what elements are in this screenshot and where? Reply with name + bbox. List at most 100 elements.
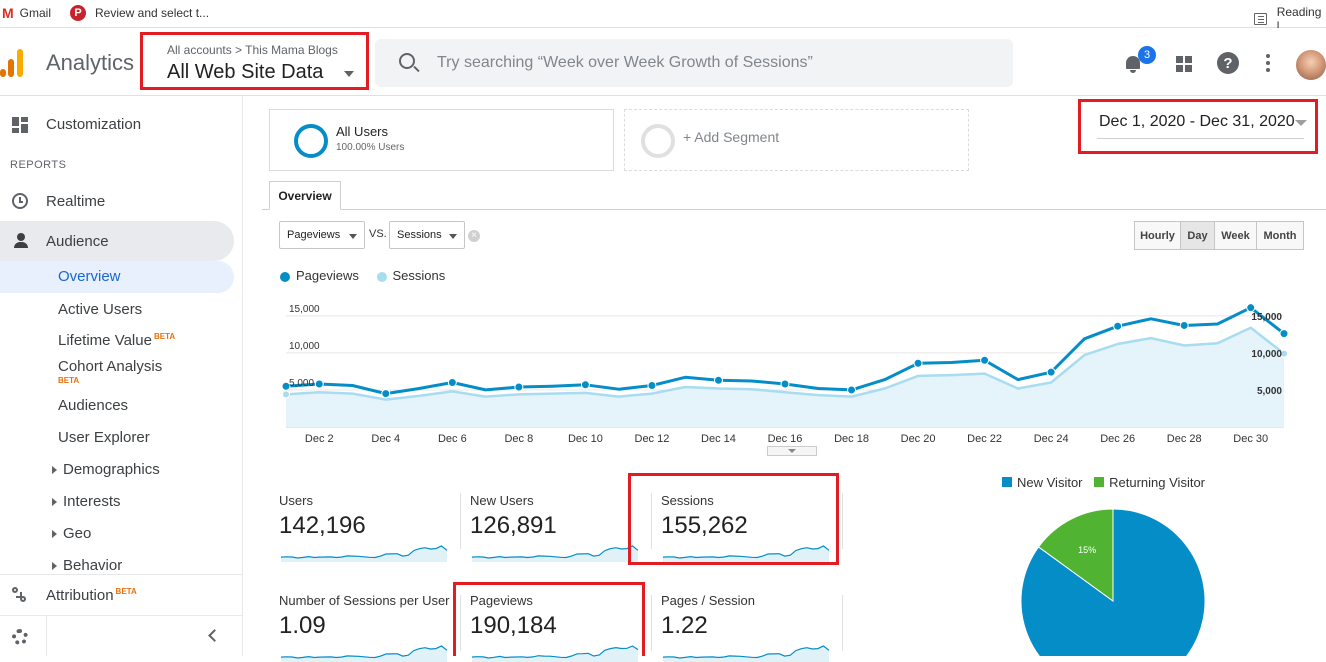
- divider: [0, 574, 243, 575]
- apps-grid-icon[interactable]: [1176, 56, 1192, 72]
- data-point-pageviews[interactable]: [980, 355, 990, 365]
- divider: [842, 595, 843, 651]
- bookmark-reading-list[interactable]: Reading l: [1254, 5, 1326, 33]
- metric-sessions-per-user[interactable]: Number of Sessions per User 1.09: [279, 593, 451, 662]
- sidebar-subitem-cohort-analysis[interactable]: Cohort Analysis BETA: [58, 359, 162, 389]
- x-tick-label: Dec 16: [768, 433, 803, 445]
- legend-item-new-visitor[interactable]: New Visitor: [1002, 475, 1083, 490]
- divider: [651, 493, 652, 549]
- account-selector[interactable]: All accounts > This Mama Blogs All Web S…: [140, 32, 369, 90]
- data-point-pageviews[interactable]: [381, 389, 391, 399]
- legend-item-sessions[interactable]: Sessions: [376, 268, 445, 283]
- date-range-picker[interactable]: Dec 1, 2020 - Dec 31, 2020: [1078, 99, 1318, 154]
- bookmark-gmail[interactable]: M Gmail: [2, 5, 52, 21]
- metric-value: 142,196: [279, 512, 366, 539]
- chart-expand-handle[interactable]: [767, 446, 817, 456]
- metric-users[interactable]: Users 142,196: [279, 493, 451, 562]
- data-point-pageviews[interactable]: [847, 385, 857, 395]
- sidebar-subitem-geo[interactable]: Geo: [52, 525, 91, 542]
- data-point-pageviews[interactable]: [1179, 320, 1189, 330]
- metric-sessions[interactable]: Sessions 155,262: [661, 493, 833, 562]
- sidebar-subitem-overview[interactable]: Overview: [0, 261, 234, 293]
- person-icon: [14, 233, 28, 248]
- data-point-pageviews[interactable]: [580, 380, 590, 390]
- x-tick-label: Dec 26: [1100, 433, 1135, 445]
- sidebar-subitem-demographics[interactable]: Demographics: [52, 461, 160, 478]
- sparkline: [471, 545, 639, 562]
- bookmark-pinterest[interactable]: P Review and select t...: [70, 5, 209, 21]
- add-segment-button[interactable]: + Add Segment: [624, 109, 969, 171]
- collapse-sidebar-icon[interactable]: [208, 629, 221, 642]
- sidebar-subitem-behavior[interactable]: Behavior: [52, 557, 122, 574]
- data-point-pageviews[interactable]: [647, 380, 657, 390]
- vs-label: VS.: [369, 228, 387, 240]
- data-point-pageviews[interactable]: [713, 375, 723, 385]
- segment-all-users[interactable]: All Users 100.00% Users: [269, 109, 614, 171]
- metric-selector-secondary[interactable]: Sessions: [389, 221, 465, 249]
- add-segment-label: + Add Segment: [683, 129, 780, 145]
- granularity-week[interactable]: Week: [1214, 221, 1257, 250]
- sidebar-item-realtime[interactable]: Realtime: [0, 181, 243, 221]
- granularity-month[interactable]: Month: [1256, 221, 1304, 250]
- x-tick-label: Dec 14: [701, 433, 736, 445]
- granularity-hourly[interactable]: Hourly: [1134, 221, 1181, 250]
- help-icon[interactable]: ?: [1217, 52, 1239, 74]
- sidebar-item-attribution[interactable]: Attribution BETA: [0, 575, 243, 615]
- data-point-pageviews[interactable]: [913, 358, 923, 368]
- expand-arrow-icon: [52, 562, 57, 571]
- remove-compare-icon[interactable]: ×: [468, 230, 480, 242]
- metric-label: Pages / Session: [661, 593, 755, 608]
- data-point-pageviews[interactable]: [780, 379, 790, 389]
- sidebar-subitem-lifetime-value[interactable]: Lifetime Value BETA: [58, 332, 176, 349]
- y-tick-label: 10,000: [1251, 349, 1282, 360]
- legend-item-returning-visitor[interactable]: Returning Visitor: [1094, 475, 1205, 490]
- granularity-day[interactable]: Day: [1180, 221, 1215, 250]
- metric-pages-per-session[interactable]: Pages / Session 1.22: [661, 593, 833, 662]
- sidebar-item-audience[interactable]: Audience: [0, 221, 234, 261]
- chevron-down-icon: [344, 71, 354, 77]
- expand-arrow-icon: [52, 466, 57, 475]
- metric-new-users[interactable]: New Users 126,891: [470, 493, 642, 562]
- chart-legend: Pageviews Sessions: [280, 268, 445, 283]
- search-box[interactable]: Try searching “Week over Week Growth of …: [375, 39, 1013, 87]
- search-icon: [399, 53, 415, 69]
- sidebar-subitem-active-users[interactable]: Active Users: [58, 301, 143, 318]
- x-tick-label: Dec 24: [1034, 433, 1069, 445]
- more-options-icon[interactable]: [1266, 54, 1270, 72]
- gear-icon[interactable]: [12, 629, 28, 645]
- metric-value: 1.22: [661, 612, 708, 639]
- avatar[interactable]: [1296, 50, 1326, 80]
- legend-item-pageviews[interactable]: Pageviews: [280, 268, 359, 283]
- data-point-pageviews[interactable]: [447, 378, 457, 388]
- metric-selector-primary[interactable]: Pageviews: [279, 221, 365, 249]
- sidebar-subitem-audiences[interactable]: Audiences: [58, 397, 129, 414]
- data-point-pageviews[interactable]: [314, 379, 324, 389]
- segment-ring-icon: [294, 124, 328, 158]
- sidebar-subitem-interests[interactable]: Interests: [52, 493, 121, 510]
- sidebar: Customization REPORTS Realtime Audience …: [0, 96, 243, 656]
- pie-slice-returning-visitor[interactable]: [1037, 508, 1114, 602]
- metric-label: Pageviews: [470, 593, 533, 608]
- x-tick-label: Dec 6: [438, 433, 467, 445]
- data-point-pageviews[interactable]: [514, 382, 524, 392]
- x-tick-label: Dec 18: [834, 433, 869, 445]
- data-point-pageviews[interactable]: [1279, 329, 1289, 339]
- dashboard-icon: [12, 117, 28, 133]
- sidebar-subitem-user-explorer[interactable]: User Explorer: [58, 429, 150, 446]
- reports-heading: REPORTS: [10, 159, 67, 171]
- data-point-pageviews[interactable]: [1246, 303, 1256, 313]
- data-point-sessions[interactable]: [1280, 349, 1288, 358]
- chevron-down-icon: [1295, 120, 1307, 126]
- sparkline: [280, 645, 448, 662]
- notification-badge: 3: [1138, 46, 1156, 64]
- legend-dot: [376, 271, 387, 282]
- data-point-sessions[interactable]: [282, 390, 290, 399]
- data-point-pageviews[interactable]: [281, 381, 291, 391]
- sidebar-item-customization[interactable]: Customization: [0, 104, 243, 144]
- data-point-pageviews[interactable]: [1046, 367, 1056, 377]
- data-point-pageviews[interactable]: [1113, 321, 1123, 331]
- x-tick-label: Dec 12: [635, 433, 670, 445]
- x-tick-label: Dec 22: [967, 433, 1002, 445]
- tab-overview[interactable]: Overview: [269, 181, 341, 210]
- bell-icon[interactable]: [1125, 56, 1141, 73]
